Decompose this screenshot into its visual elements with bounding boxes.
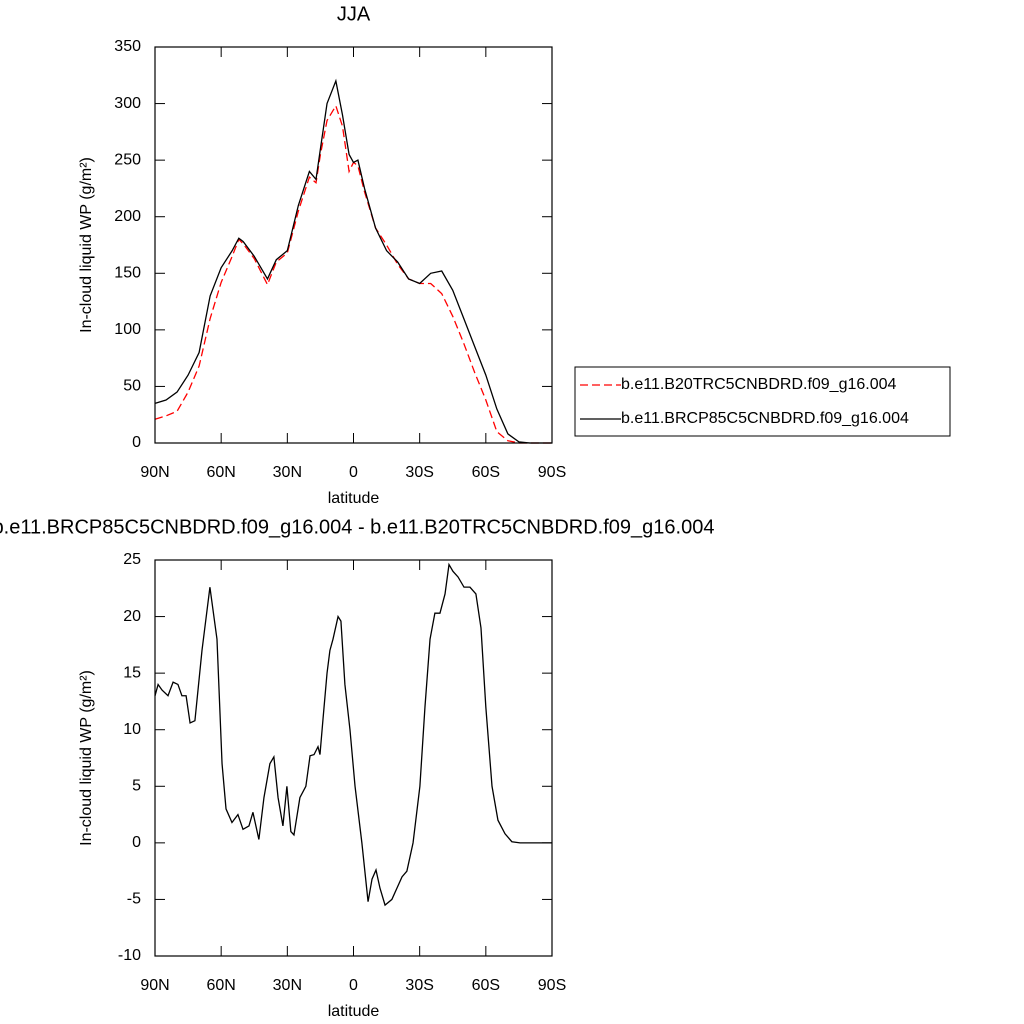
x-tick-label: 90S xyxy=(538,977,566,994)
y-axis-label: In-cloud liquid WP (g/m²) xyxy=(78,157,95,333)
x-tick-label: 90S xyxy=(538,464,566,481)
x-tick-label: 60N xyxy=(206,977,235,994)
y-tick-label: 10 xyxy=(123,721,141,738)
y-tick-label: 50 xyxy=(123,378,141,395)
legend-label: b.e11.BRCP85C5CNBDRD.f09_g16.004 xyxy=(621,410,909,427)
y-tick-label: 150 xyxy=(114,265,141,282)
x-tick-label: 90N xyxy=(140,977,169,994)
y-tick-label: -10 xyxy=(118,947,141,964)
x-tick-label: 60N xyxy=(206,464,235,481)
y-tick-label: 300 xyxy=(114,95,141,112)
y-tick-label: -5 xyxy=(127,891,141,908)
y-tick-label: 15 xyxy=(123,664,141,681)
x-axis-label: latitude xyxy=(328,490,380,507)
plot-frame xyxy=(154,46,553,444)
y-tick-label: 0 xyxy=(132,434,141,451)
y-tick-label: 350 xyxy=(114,38,141,55)
legend-label: b.e11.B20TRC5CNBDRD.f09_g16.004 xyxy=(621,376,897,393)
legend-box xyxy=(574,366,951,437)
y-tick-label: 0 xyxy=(132,834,141,851)
plot-frame xyxy=(154,559,553,957)
x-tick-label: 60S xyxy=(472,977,500,994)
y-tick-label: 25 xyxy=(123,551,141,568)
x-tick-label: 30N xyxy=(273,464,302,481)
x-tick-label: 30S xyxy=(405,464,433,481)
x-tick-label: 90N xyxy=(140,464,169,481)
y-tick-label: 20 xyxy=(123,608,141,625)
y-tick-label: 200 xyxy=(114,208,141,225)
chart-title: JJA xyxy=(337,3,371,25)
x-tick-label: 30S xyxy=(405,977,433,994)
data-line xyxy=(154,562,552,907)
y-tick-label: 250 xyxy=(114,151,141,168)
x-axis-label: latitude xyxy=(328,1003,380,1020)
x-tick-label: 60S xyxy=(472,464,500,481)
x-tick-label: 0 xyxy=(349,977,358,994)
chart-title: b.e11.BRCP85C5CNBDRD.f09_g16.004 - b.e11… xyxy=(0,516,714,538)
x-tick-label: 0 xyxy=(349,464,358,481)
y-axis-label: In-cloud liquid WP (g/m²) xyxy=(78,670,95,846)
y-tick-label: 100 xyxy=(114,321,141,338)
y-tick-label: 5 xyxy=(132,778,141,795)
x-tick-label: 30N xyxy=(273,977,302,994)
data-line xyxy=(154,78,552,444)
data-line xyxy=(154,104,552,444)
